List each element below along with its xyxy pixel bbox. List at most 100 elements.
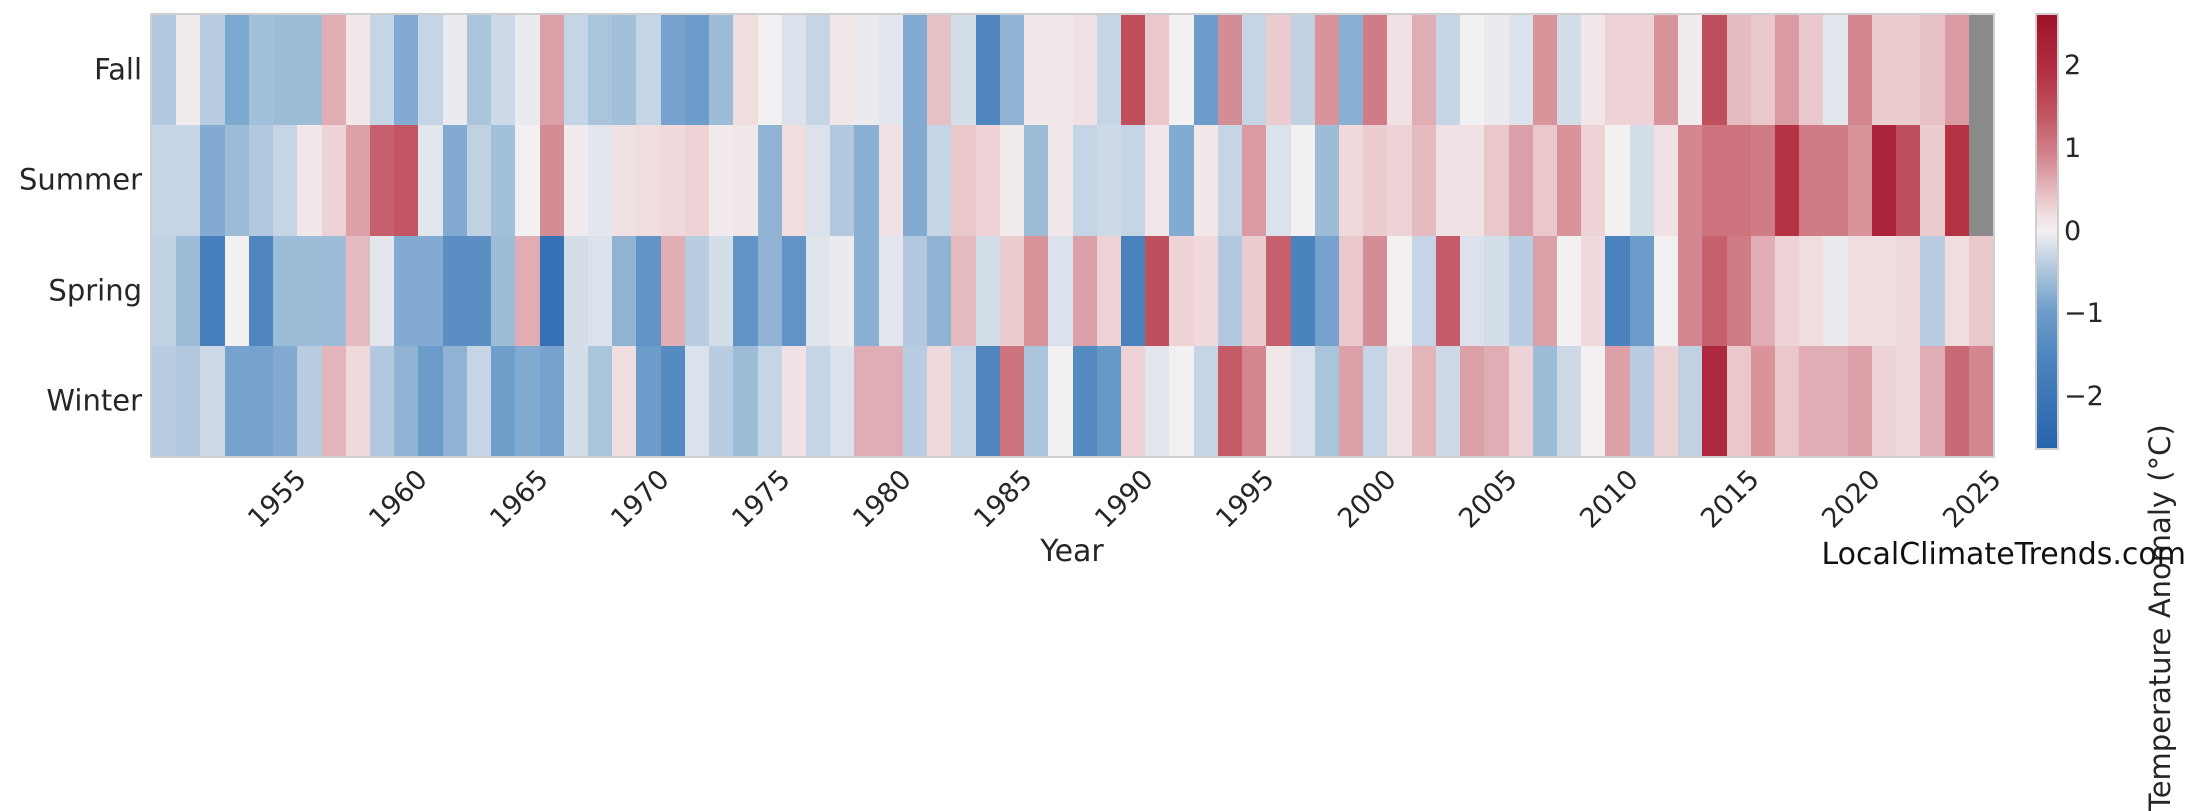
heatmap-cell: [1338, 125, 1364, 236]
heatmap-cell: [902, 235, 928, 346]
heatmap-cell: [1484, 345, 1509, 456]
heatmap-cell: [1024, 345, 1049, 456]
heatmap-cell: [830, 15, 855, 126]
heatmap-cell: [200, 345, 225, 456]
heatmap-cell: [563, 125, 589, 236]
heatmap-cell: [1242, 345, 1267, 456]
heatmap-cell: [370, 345, 395, 456]
heatmap-cell: [563, 235, 589, 346]
heatmap-cell: [466, 345, 492, 456]
x-tick-label: 2010: [1573, 464, 1645, 535]
colorbar-tick-label: 1: [2064, 132, 2082, 164]
heatmap-cell: [1726, 15, 1751, 126]
heatmap-cell: [1629, 345, 1654, 456]
heatmap-cell: [466, 235, 492, 346]
colorbar-gradient: [2037, 15, 2057, 448]
heatmap-cell: [951, 345, 976, 456]
heatmap-cell: [588, 235, 613, 346]
heatmap-cell: [612, 345, 637, 456]
x-tick-label: 2005: [1452, 464, 1524, 535]
heatmap-cell: [1266, 125, 1291, 236]
heatmap-cell: [1920, 15, 1945, 126]
x-tick-label: 2025: [1937, 464, 2008, 535]
heatmap-cell: [1532, 15, 1557, 126]
heatmap-cell: [951, 235, 976, 346]
heatmap-cell: [1605, 15, 1630, 126]
heatmap-cell: [1024, 235, 1049, 346]
heatmap-cell: [1847, 125, 1872, 236]
heatmap-cell: [297, 125, 322, 236]
heatmap-cell: [224, 345, 249, 456]
heatmap-cell: [927, 235, 952, 346]
heatmap-cell: [152, 345, 177, 456]
y-tick-label: Fall: [94, 52, 142, 87]
heatmap-cell: [1532, 235, 1557, 346]
heatmap-cell: [1387, 125, 1412, 236]
heatmap-cell: [999, 235, 1025, 346]
heatmap-cell: [539, 235, 564, 346]
heatmap-cell: [1411, 15, 1436, 126]
x-tick-label: 1975: [726, 464, 797, 535]
heatmap-cell: [636, 345, 661, 456]
heatmap-cell: [200, 125, 225, 236]
heatmap-cell: [854, 345, 879, 456]
heatmap-cell: [660, 235, 685, 346]
heatmap-cell: [806, 15, 831, 126]
heatmap-cell: [442, 235, 467, 346]
heatmap-cell: [1581, 235, 1606, 346]
heatmap-cell: [418, 125, 443, 236]
heatmap-cell: [1702, 235, 1727, 346]
x-tick-label: 1955: [241, 464, 313, 535]
heatmap-cell: [248, 15, 274, 126]
heatmap-cell: [1484, 235, 1509, 346]
heatmap-cell: [1653, 345, 1679, 456]
heatmap-cell: [1096, 345, 1121, 456]
heatmap-cell: [394, 345, 419, 456]
heatmap-cell: [1726, 345, 1751, 456]
heatmap-cell: [563, 15, 589, 126]
heatmap-cell: [1193, 235, 1218, 346]
heatmap-cell: [1556, 15, 1582, 126]
heatmap-cell: [321, 125, 346, 236]
heatmap-cell: [1169, 125, 1194, 236]
colorbar-tick-label: −2: [2064, 380, 2104, 412]
heatmap-cell: [1799, 345, 1824, 456]
heatmap-cell: [1048, 15, 1073, 126]
heatmap-cell: [418, 235, 443, 346]
heatmap-cell: [1024, 125, 1049, 236]
heatmap-cell: [1314, 345, 1339, 456]
heatmap-cell: [491, 345, 516, 456]
heatmap-cell: [1823, 235, 1848, 346]
heatmap-cell: [1217, 235, 1243, 346]
heatmap-cell: [1411, 345, 1436, 456]
heatmap-cell: [370, 125, 395, 236]
heatmap-cell: [660, 15, 685, 126]
heatmap-cell: [1702, 15, 1727, 126]
x-tick-label: 2020: [1816, 464, 1887, 535]
heatmap-cell: [1266, 15, 1291, 126]
heatmap-cell: [1799, 125, 1824, 236]
heatmap-cell: [1508, 235, 1533, 346]
heatmap-cell: [951, 125, 976, 236]
heatmap-cell: [781, 235, 807, 346]
heatmap-cell: [1145, 235, 1170, 346]
heatmap-cell: [321, 345, 346, 456]
x-tick-label: 2000: [1331, 464, 1403, 535]
heatmap-cell: [902, 125, 928, 236]
heatmap-cell: [1460, 15, 1485, 126]
heatmap-cell: [1217, 15, 1243, 126]
heatmap-cell: [1290, 235, 1315, 346]
heatmap-cell: [975, 235, 1000, 346]
heatmap-cell: [297, 15, 322, 126]
heatmap-cell: [1799, 15, 1824, 126]
heatmap-cell: [1290, 15, 1315, 126]
heatmap-cell: [1847, 15, 1872, 126]
heatmap-cell: [466, 15, 492, 126]
heatmap-cell: [999, 345, 1025, 456]
colorbar-tick-label: 0: [2064, 215, 2082, 247]
x-axis-title: Year: [1040, 534, 1104, 569]
heatmap-cell: [321, 15, 346, 126]
heatmap-cell: [684, 15, 710, 126]
heatmap-cell: [902, 15, 928, 126]
heatmap-cell: [1460, 125, 1485, 236]
